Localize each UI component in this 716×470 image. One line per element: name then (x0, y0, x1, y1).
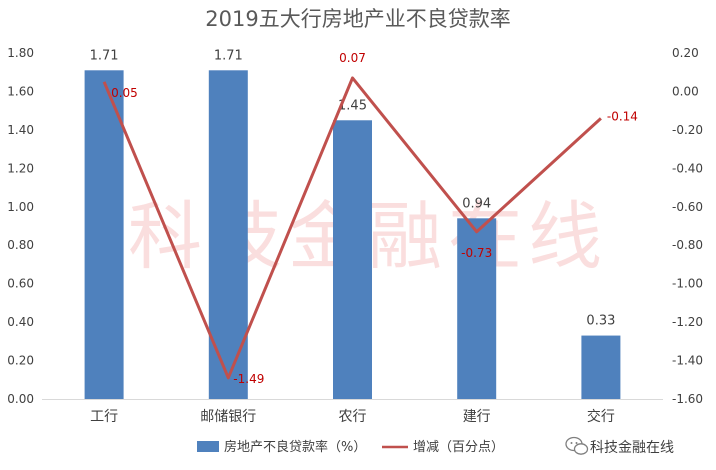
category-label: 建行 (463, 409, 491, 425)
right-tick-label: -1.00 (672, 277, 703, 291)
bar-data-label: 1.45 (338, 98, 367, 113)
left-tick-label: 1.60 (7, 84, 34, 98)
right-axis: -1.60 -1.40 -1.20 -1.00 -0.80 -0.60 -0.40 -0.20… (672, 46, 703, 406)
category-label: 工行 (90, 409, 118, 425)
bar-data-label: 0.94 (462, 196, 491, 211)
right-tick-label: -1.60 (672, 392, 703, 406)
bar-data-label: 0.33 (586, 314, 615, 329)
series-line (102, 76, 602, 380)
bar (457, 218, 497, 399)
bar-series: 1.71 1.71 1.45 0.94 0.33 (84, 48, 621, 400)
chart-title: 2019五大行房地产业不良贷款率 (205, 7, 510, 31)
left-axis: 0.00 0.20 0.40 0.60 0.80 1.00 1.20 1.40 1.60 1.80 (7, 46, 34, 406)
bar (84, 70, 124, 400)
line-data-label: -0.14 (607, 109, 638, 123)
brand-badge: 科技金融在线 (565, 436, 674, 456)
brand-text: 科技金融在线 (590, 440, 674, 456)
left-tick-label: 1.40 (7, 123, 34, 137)
right-tick-label: -0.20 (672, 123, 703, 137)
bar-data-label: 1.71 (214, 48, 243, 63)
line-data-label: -0.73 (461, 246, 492, 260)
legend-line-label: 增减（百分点） (413, 440, 504, 455)
right-tick-label: -0.40 (672, 161, 703, 175)
category-label: 邮储银行 (200, 409, 256, 425)
bar (333, 120, 372, 400)
left-tick-label: 1.80 (7, 46, 34, 60)
right-tick-label: 0.20 (672, 46, 699, 60)
legend-bar-label: 房地产不良贷款率（%） (224, 439, 366, 455)
left-tick-label: 1.20 (7, 161, 34, 175)
line-series: 0.05 -1.49 0.07 -0.73 -0.14 (102, 51, 638, 386)
line-data-label: -1.49 (233, 372, 264, 386)
right-tick-label: -1.40 (672, 354, 703, 368)
left-tick-label: 0.80 (7, 238, 34, 252)
bar (208, 70, 248, 400)
right-tick-label: -0.60 (672, 200, 703, 214)
line-data-label: 0.07 (339, 51, 366, 65)
right-tick-label: -0.80 (672, 238, 703, 252)
legend-bar-swatch (197, 441, 219, 452)
left-tick-label: 0.40 (7, 315, 34, 329)
right-tick-label: 0.00 (672, 84, 699, 98)
left-tick-label: 0.20 (7, 354, 34, 368)
category-labels: 工行 邮储银行 农行 建行 交行 (90, 408, 615, 425)
right-tick-label: -1.20 (672, 315, 703, 329)
legend: 房地产不良贷款率（%） 增减（百分点） (197, 439, 504, 455)
wechat-icon (565, 436, 589, 455)
left-tick-label: 0.00 (7, 392, 34, 406)
category-label: 交行 (587, 408, 615, 425)
bar (581, 335, 621, 399)
line-data-label: 0.05 (111, 86, 138, 100)
bar-data-label: 1.71 (90, 48, 119, 63)
left-tick-label: 1.00 (7, 200, 34, 214)
left-tick-label: 0.60 (7, 277, 34, 291)
category-label: 农行 (339, 409, 367, 425)
